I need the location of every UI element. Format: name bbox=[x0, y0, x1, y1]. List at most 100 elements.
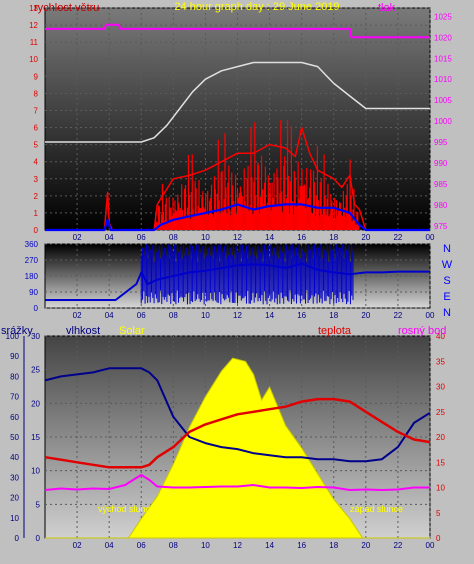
p1-x-tick-label: 02 bbox=[73, 233, 82, 242]
p2-x-tick-label: 22 bbox=[393, 311, 402, 320]
p1-x-tick-label: 20 bbox=[361, 233, 370, 242]
pressure-y-tick-label: 980 bbox=[434, 201, 448, 210]
compass-label-n-top: N bbox=[443, 243, 451, 255]
wind-gust-line bbox=[45, 203, 430, 232]
p2-x-tick-label: 14 bbox=[265, 311, 274, 320]
temperature-y-tick-label: 20 bbox=[436, 433, 445, 442]
humidity-y-tick-label: 40 bbox=[10, 453, 19, 462]
p3-x-tick-label: 00 bbox=[426, 541, 435, 550]
humidity-y-tick-label: 100 bbox=[6, 332, 20, 341]
wind-y-tick-label: 6 bbox=[34, 124, 39, 133]
rain-y-tick-label: 15 bbox=[31, 433, 40, 442]
temperature-axis-label: teplota bbox=[318, 325, 352, 337]
p3-x-tick-label: 02 bbox=[73, 541, 82, 550]
p3-x-tick-label: 12 bbox=[233, 541, 242, 550]
chart-title: 24 hour graph day : 29 June 2019 bbox=[174, 1, 339, 13]
p2-x-tick-label: 18 bbox=[329, 311, 338, 320]
p3-x-tick-label: 06 bbox=[137, 541, 146, 550]
wind-y-tick-label: 12 bbox=[29, 21, 38, 30]
p2-x-tick-label: 08 bbox=[169, 311, 178, 320]
humidity-y-tick-label: 80 bbox=[10, 372, 19, 381]
p1-x-tick-label: 04 bbox=[105, 233, 114, 242]
p3-x-tick-label: 22 bbox=[393, 541, 402, 550]
pressure-y-tick-label: 1010 bbox=[434, 75, 452, 84]
humidity-line bbox=[44, 367, 431, 463]
wind-y-tick-label: 0 bbox=[34, 226, 39, 235]
temperature-y-tick-label: 35 bbox=[436, 357, 445, 366]
rain-y-tick-label: 30 bbox=[31, 332, 40, 341]
pressure-y-tick-label: 1005 bbox=[434, 96, 452, 105]
humidity-y-tick-label: 60 bbox=[10, 413, 19, 422]
wind-y-tick-label: 7 bbox=[34, 106, 39, 115]
wind-y-tick-label: 13 bbox=[29, 4, 38, 13]
pressure-y-tick-label: 975 bbox=[434, 222, 448, 231]
p1-x-tick-label: 18 bbox=[329, 233, 338, 242]
p2-x-tick-label: 12 bbox=[233, 311, 242, 320]
humidity-y-tick-label: 10 bbox=[10, 514, 19, 523]
wind-y-tick-label: 10 bbox=[29, 55, 38, 64]
rain-y-tick-label: 20 bbox=[31, 399, 40, 408]
p1-x-tick-label: 06 bbox=[137, 233, 146, 242]
wind-y-tick-label: 4 bbox=[34, 158, 39, 167]
wind-y-tick-label: 1 bbox=[34, 209, 39, 218]
direction-y-tick-label: 360 bbox=[25, 240, 39, 249]
p3-x-tick-label: 14 bbox=[265, 541, 274, 550]
compass-label-s: S bbox=[443, 275, 450, 287]
wind-y-tick-label: 8 bbox=[34, 89, 39, 98]
p1-x-tick-label: 00 bbox=[426, 233, 435, 242]
wind-y-tick-label: 2 bbox=[34, 192, 39, 201]
p3-x-tick-label: 04 bbox=[105, 541, 114, 550]
rain-axis-label: srážky bbox=[1, 325, 33, 337]
pressure-y-tick-label: 1025 bbox=[434, 12, 452, 21]
temperature-line bbox=[44, 397, 431, 469]
humidity-y-tick-label: 70 bbox=[10, 393, 19, 402]
rain-y-tick-label: 25 bbox=[31, 366, 40, 375]
pressure-y-tick-label: 1000 bbox=[434, 117, 452, 126]
pressure-y-tick-label: 985 bbox=[434, 180, 448, 189]
dew-point-line bbox=[44, 473, 430, 491]
pressure-secondary-line bbox=[45, 61, 430, 143]
temperature-y-tick-label: 40 bbox=[436, 332, 445, 341]
temperature-y-tick-label: 15 bbox=[436, 458, 445, 467]
p3-x-tick-label: 20 bbox=[361, 541, 370, 550]
rain-y-tick-label: 0 bbox=[36, 534, 41, 543]
humidity-y-tick-label: 0 bbox=[15, 534, 20, 543]
direction-line bbox=[45, 262, 430, 301]
p3-x-tick-label: 08 bbox=[169, 541, 178, 550]
p1-x-tick-label: 16 bbox=[297, 233, 306, 242]
rain-y-tick-label: 5 bbox=[36, 500, 41, 509]
p2-x-tick-label: 06 bbox=[137, 311, 146, 320]
direction-y-tick-label: 270 bbox=[25, 256, 39, 265]
humidity-axis-label: vlhkost bbox=[66, 325, 100, 337]
p2-x-tick-label: 04 bbox=[105, 311, 114, 320]
wind-y-tick-label: 11 bbox=[30, 38, 39, 47]
temperature-y-tick-label: 5 bbox=[436, 509, 441, 518]
p2-x-tick-label: 16 bbox=[297, 311, 306, 320]
p3-x-tick-label: 10 bbox=[201, 541, 210, 550]
humidity-y-tick-label: 20 bbox=[10, 494, 19, 503]
p3-x-tick-label: 16 bbox=[297, 541, 306, 550]
sunset-annotation: západ slunce bbox=[350, 504, 403, 514]
direction-y-tick-label: 0 bbox=[34, 304, 39, 313]
p1-x-tick-label: 14 bbox=[265, 233, 274, 242]
pressure-y-tick-label: 1015 bbox=[434, 54, 452, 63]
compass-label-w: W bbox=[442, 259, 453, 271]
humidity-y-tick-label: 50 bbox=[10, 433, 19, 442]
wind-y-tick-label: 9 bbox=[34, 72, 39, 81]
p1-x-tick-label: 22 bbox=[393, 233, 402, 242]
dew-point-axis-label: rosný bod bbox=[398, 325, 446, 337]
solar-axis-label: Solar bbox=[119, 325, 145, 337]
sunrise-annotation: východ slunce bbox=[98, 504, 155, 514]
pressure-axis-label: tlak bbox=[378, 2, 396, 14]
p1-x-tick-label: 08 bbox=[169, 233, 178, 242]
pressure-y-tick-label: 995 bbox=[434, 138, 448, 147]
p2-x-tick-label: 10 bbox=[201, 311, 210, 320]
p1-x-tick-label: 10 bbox=[201, 233, 210, 242]
p1-x-tick-label: 12 bbox=[233, 233, 242, 242]
compass-label-n-bottom: N bbox=[443, 307, 451, 319]
humidity-y-tick-label: 90 bbox=[10, 352, 19, 361]
temperature-y-tick-label: 10 bbox=[436, 484, 445, 493]
direction-y-tick-label: 180 bbox=[25, 272, 39, 281]
humidity-y-tick-label: 30 bbox=[10, 473, 19, 482]
